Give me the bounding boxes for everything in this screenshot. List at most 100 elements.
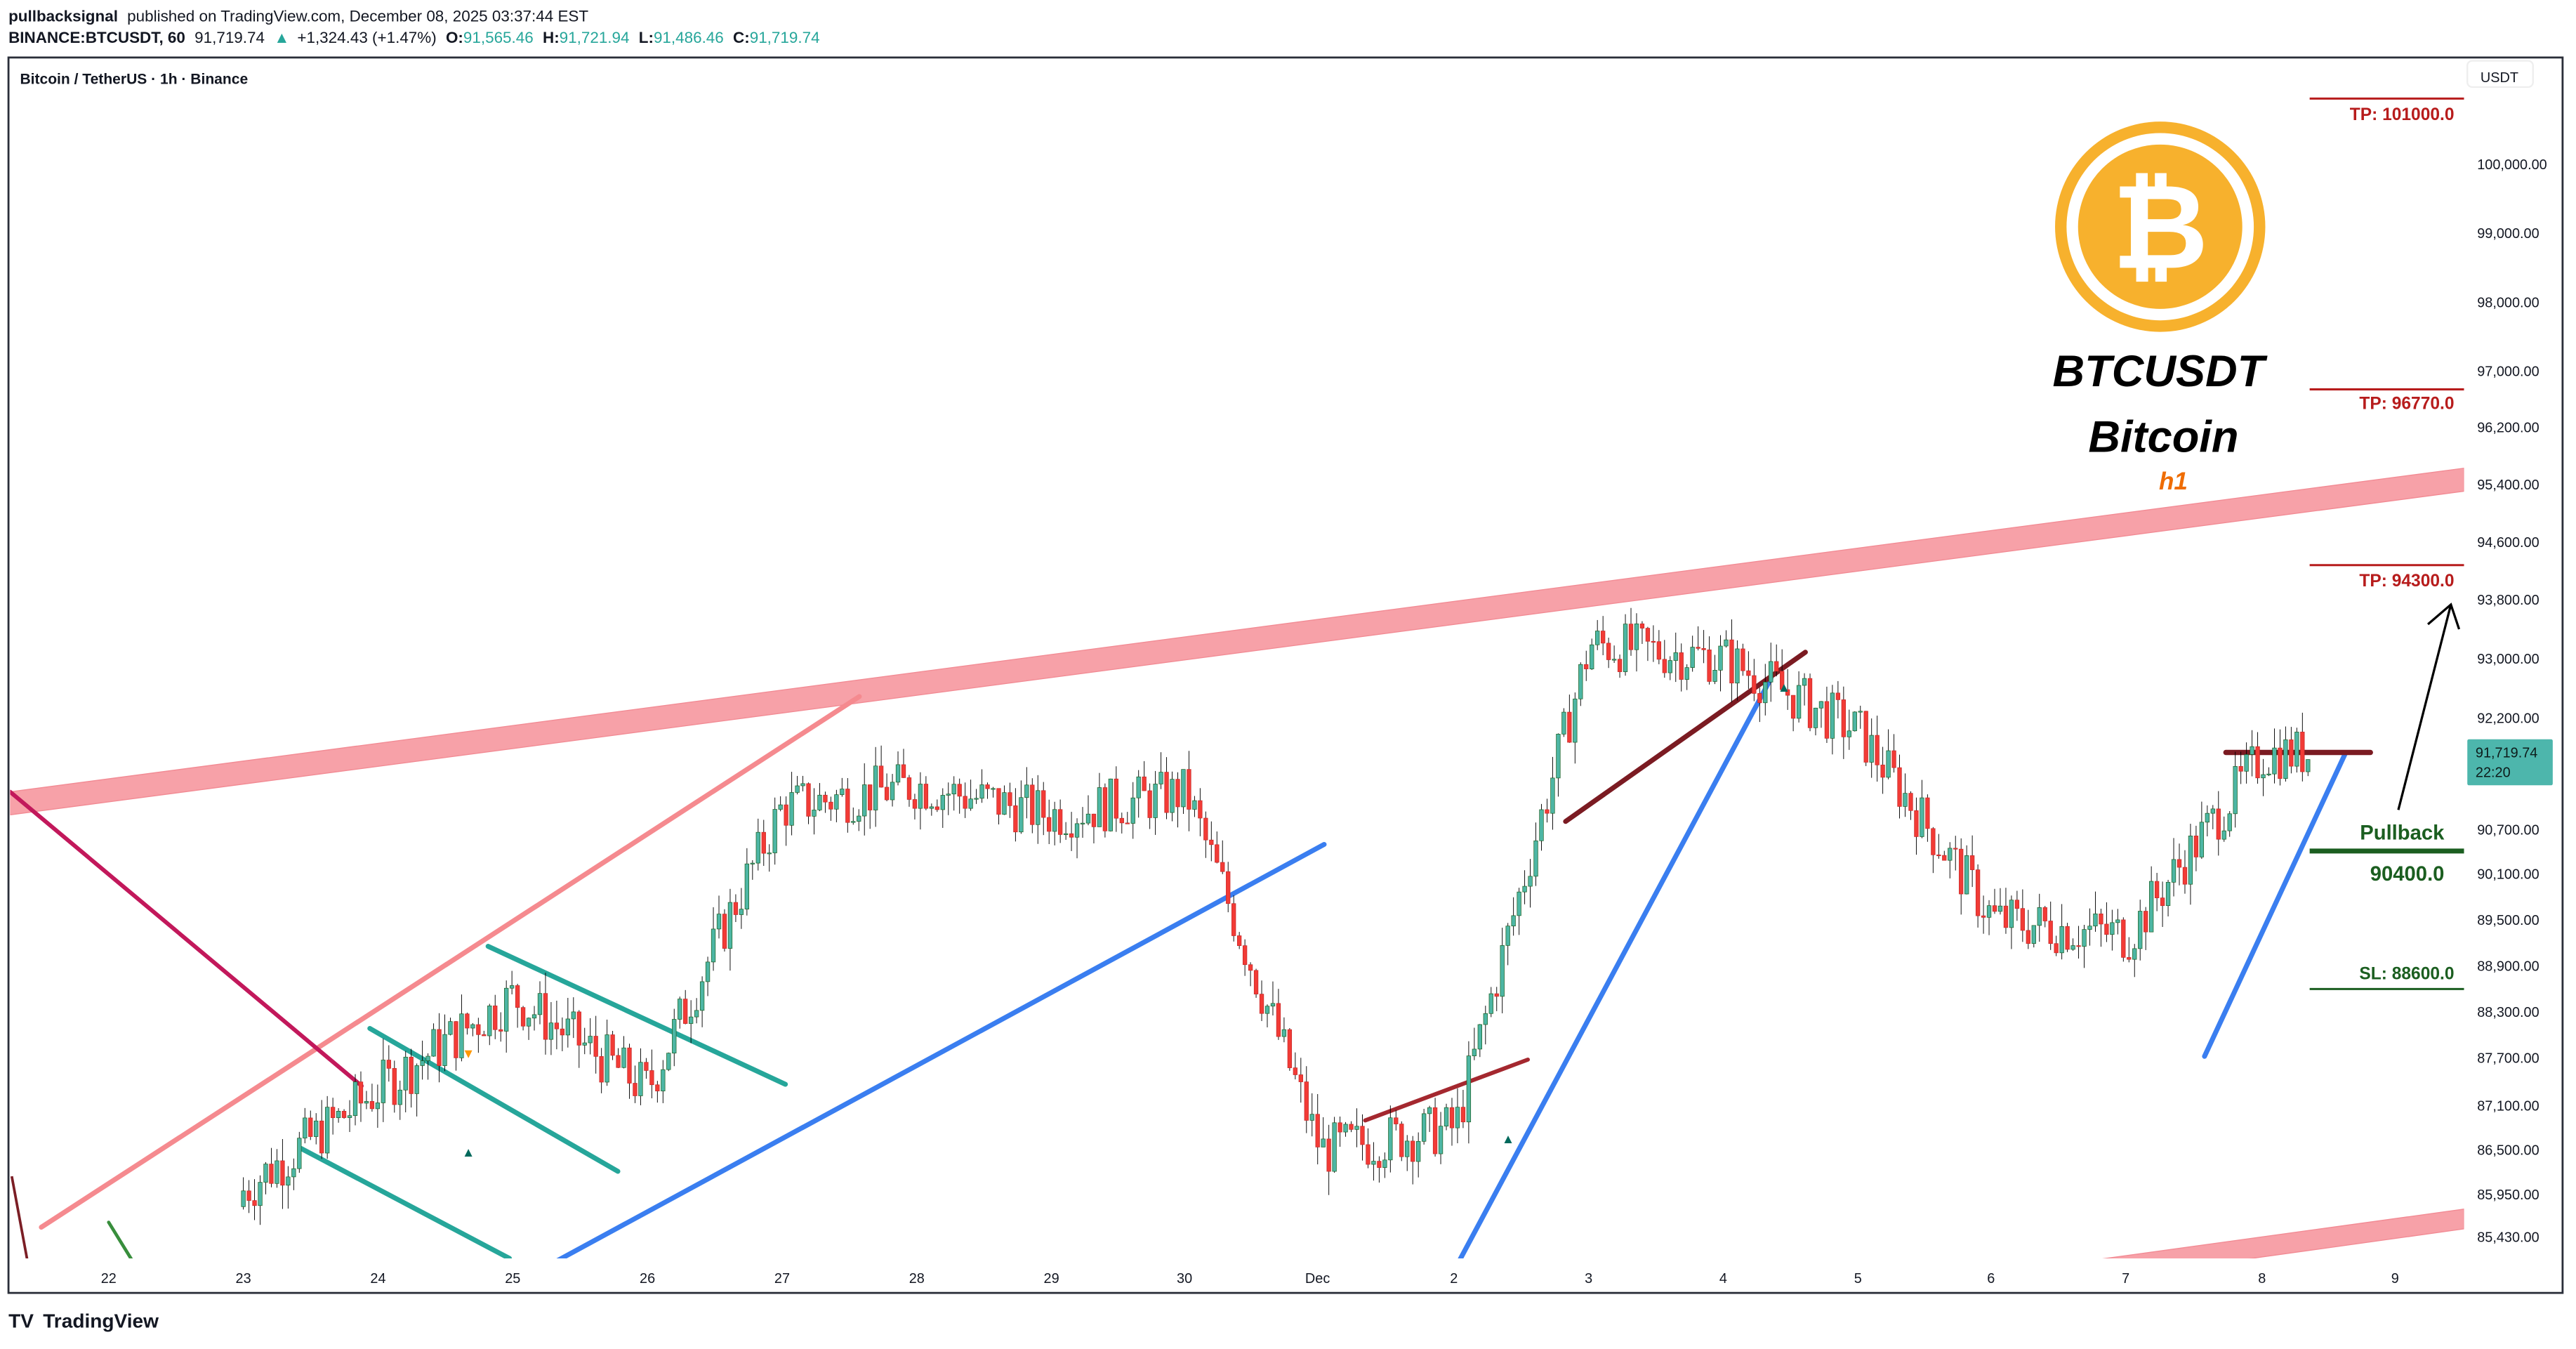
candle [369,1101,375,1110]
candle [1187,769,1191,810]
dark-red-trendline[interactable] [10,1176,29,1265]
candlestick-series[interactable] [241,607,2311,1225]
support-band[interactable] [1938,1209,2464,1282]
candle [1315,1114,1320,1147]
falling-trendline-magenta[interactable] [10,789,364,1088]
candle [1411,1140,1415,1162]
candle [2138,911,2143,949]
candle [1287,1029,1293,1068]
price-tick: 100,000.00 [2477,157,2547,173]
blue-trendline-3[interactable] [2202,749,2349,1059]
candle [324,1107,330,1154]
candle [1175,779,1180,808]
candle [303,1117,308,1139]
candle [442,1034,447,1066]
candle [554,1022,560,1029]
time-tick: 22 [101,1271,117,1287]
candle [352,1081,358,1117]
price-axis[interactable]: USDT 100,000.00 99,000.00 98,000.00 97,000.… [2466,60,2553,1246]
candle [1539,809,1544,841]
candle [2272,747,2277,775]
time-tick: 7 [2122,1271,2129,1287]
resistance-trendline-1[interactable] [1363,1058,1530,1123]
candle [1684,667,1689,680]
candle [2121,919,2126,958]
candle [895,764,901,783]
candle [845,789,850,823]
candle [2193,835,2199,857]
author-name[interactable]: pullbacksignal [8,7,118,25]
candle [621,1047,626,1068]
rising-trendline-salmon[interactable] [39,694,862,1230]
candle [1494,993,1499,997]
current-price-tag [2467,739,2553,786]
resistance-band[interactable] [10,468,2464,816]
candle [951,784,956,795]
candle [1114,778,1118,819]
candle [1052,809,1057,832]
candle [1886,750,1891,778]
candle [890,782,895,801]
candle [1036,790,1041,825]
candle [1611,659,1617,661]
candle [470,1024,475,1029]
channel-line-lower[interactable] [298,1145,513,1259]
candle [1606,643,1611,660]
candle [465,1013,470,1029]
channel-line-upper[interactable] [485,944,788,1087]
candle [1215,844,1220,863]
candle [1170,779,1175,813]
candle [1460,1107,1466,1123]
buy-signal-icon: ▲ [1502,1131,1515,1146]
candle [733,902,739,915]
candle [2227,813,2232,831]
candle [2087,926,2092,930]
candle [705,961,711,982]
candle [716,914,722,930]
candle [319,1120,324,1154]
candle [1545,809,1550,814]
candle [1847,730,1851,737]
candle [2199,822,2205,857]
currency-button[interactable] [2466,60,2534,88]
candle [1578,664,1583,699]
candle [672,1019,677,1054]
candle [1500,945,1505,997]
candle [1550,777,1555,814]
price-tick: 93,800.00 [2477,593,2539,608]
buy-signal-icon: ▲ [1778,680,1791,695]
candle [1416,1140,1421,1162]
open-label: O: [446,29,463,46]
blue-trendline-1[interactable] [555,841,1327,1261]
candle [1477,1024,1482,1050]
candle [694,1010,699,1018]
price-tick: 88,900.00 [2477,959,2539,975]
time-tick: 29 [1044,1271,1059,1287]
candle [1449,1107,1455,1128]
candle [1136,776,1141,798]
price-tick: 96,200.00 [2477,420,2539,435]
blue-trendline-2[interactable] [1458,676,1774,1262]
target-arrow[interactable] [2397,603,2461,810]
candle [1774,661,1779,672]
low-value: 91,486.46 [654,29,724,46]
candle [1931,828,1936,855]
candle [1164,772,1169,813]
candle [678,999,682,1020]
candle [1488,993,1493,1014]
green-trendline[interactable] [107,1220,135,1265]
time-axis[interactable]: 22 23 24 25 26 27 28 29 30 Dec 2 3 4 5 6 7 8 9 [101,1271,2399,1287]
candle [560,1028,565,1036]
time-tick: 3 [1585,1271,1592,1287]
candle [2082,929,2087,947]
candle [1192,800,1197,810]
price-tick: 90,100.00 [2477,867,2539,883]
tradingview-logo[interactable]: TV TradingView [8,1310,159,1331]
plot-area[interactable]: ▼ ▲ ▲ ▲ ₿ BTCUSDT Bitcoin h1 TP: 101000.… [10,97,2464,1282]
brand-timeframe: h1 [2159,468,2188,495]
time-tick: 9 [2391,1271,2399,1287]
candle [772,809,777,853]
candle [1432,1107,1438,1154]
candle [2104,923,2109,935]
candle [1399,1124,1404,1157]
